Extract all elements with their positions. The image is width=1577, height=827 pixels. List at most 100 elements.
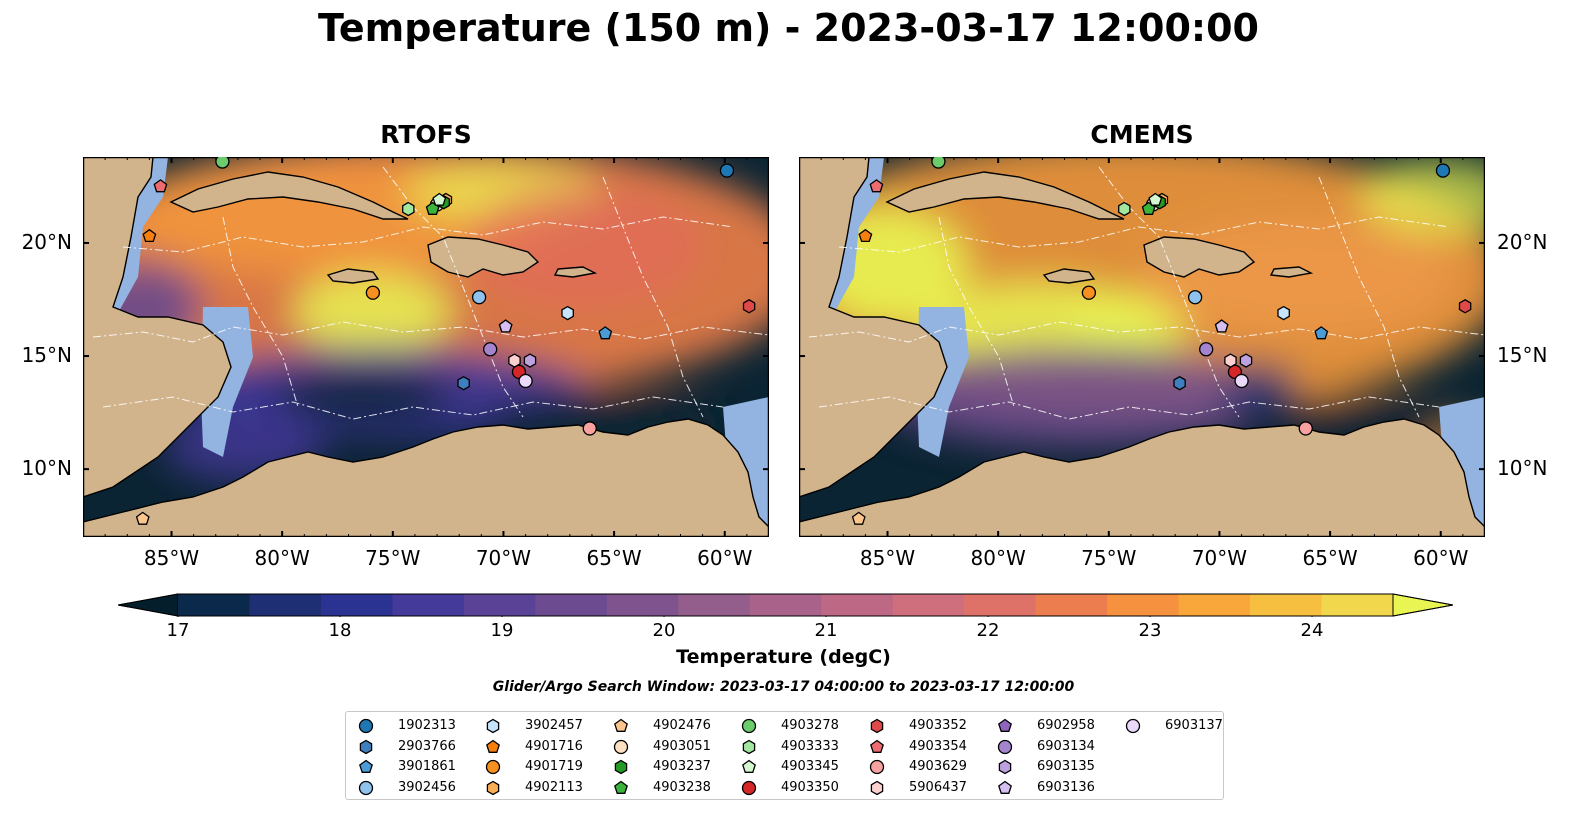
cmems-map <box>799 157 1485 537</box>
colorbar <box>118 593 1453 617</box>
legend-marker-circle <box>485 759 501 775</box>
float-marker-4903333 <box>402 201 415 217</box>
float-marker-4902476 <box>135 511 150 525</box>
float-marker-6903136 <box>1214 319 1229 333</box>
float-marker-4901719 <box>1081 285 1097 300</box>
legend-marker-hexagon <box>870 718 884 734</box>
land-0 <box>83 157 232 498</box>
lat-tick-label: 15°N <box>1497 343 1548 368</box>
colorbar-segment <box>678 594 751 616</box>
colorbar-segment <box>892 594 965 616</box>
land-1 <box>799 418 1485 537</box>
legend-label: 6903135 <box>1037 759 1095 774</box>
colorbar-segment <box>320 594 394 616</box>
boundary-line <box>938 216 1015 408</box>
colorbar-tick-label: 19 <box>490 620 514 641</box>
lat-tick-label: 20°N <box>21 229 72 254</box>
float-marker-6903135 <box>523 353 537 368</box>
legend-label: 4903278 <box>781 718 839 733</box>
float-marker-3902457 <box>1277 305 1290 321</box>
boundary-line <box>818 396 1440 420</box>
legend-label: 4901716 <box>525 738 583 754</box>
float-marker-4903345 <box>432 192 447 206</box>
panel-title-rtofs: RTOFS <box>380 120 472 149</box>
legend-marker-pentagon <box>614 718 628 732</box>
colorbar-segment <box>1250 594 1323 616</box>
legend-label: 3901861 <box>398 759 456 774</box>
legend-label: 6902958 <box>1037 718 1095 733</box>
legend-label: 2903766 <box>398 738 456 754</box>
boundary-line <box>602 176 704 418</box>
legend-marker-circle <box>741 780 757 795</box>
legend-label: 4903238 <box>653 779 711 795</box>
legend-marker-circle <box>1125 718 1141 734</box>
legend-label: 4902113 <box>525 779 583 795</box>
colorbar-segment <box>392 594 465 616</box>
float-marker-2903766 <box>457 375 470 391</box>
legend-marker-hexagon <box>614 759 628 775</box>
float-marker-3902456 <box>471 290 487 305</box>
colorbar-segment <box>1321 594 1394 616</box>
legend-marker-pentagon <box>998 718 1012 732</box>
search-window-caption: Glider/Argo Search Window: 2023-03-17 04… <box>492 679 1075 695</box>
land-2 <box>169 171 409 220</box>
lon-tick-label: 80°W <box>970 546 1026 570</box>
float-marker-4903629 <box>582 421 597 436</box>
float-marker-4901716 <box>858 228 873 243</box>
lon-tick-label: 60°W <box>1413 546 1469 570</box>
lat-tick-label: 10°N <box>21 456 72 481</box>
boundary-line <box>808 321 1485 343</box>
float-marker-6903136 <box>498 319 513 333</box>
float-marker-3902456 <box>1187 290 1203 305</box>
land-5 <box>553 266 598 278</box>
float-marker-6903137 <box>1234 373 1249 389</box>
lon-tick-label: 65°W <box>586 546 642 570</box>
legend-marker-circle <box>613 739 629 754</box>
lon-tick-label: 75°W <box>365 546 421 570</box>
lat-tick-label: 10°N <box>1497 456 1548 481</box>
lat-tick-label: 15°N <box>21 343 72 368</box>
colorbar-tick-label: 21 <box>814 620 838 641</box>
colorbar-tick-label: 17 <box>166 620 190 641</box>
float-marker-4903278 <box>931 157 946 169</box>
float-marker-4902476 <box>851 511 866 525</box>
legend-label: 3902456 <box>398 779 456 795</box>
colorbar-segment <box>1178 594 1251 616</box>
legend-label: 6903137 <box>1165 718 1223 733</box>
float-legend: 1902313 2903766 3901861 3902456 3902457 49017… <box>345 711 1224 800</box>
float-marker-6903134 <box>1199 342 1214 357</box>
colorbar-extend-max <box>1392 593 1453 617</box>
colorbar-tick-label: 20 <box>652 620 676 641</box>
legend-marker-hexagon <box>486 780 500 795</box>
float-marker-6903137 <box>518 373 533 389</box>
colorbar-extend-min <box>118 593 179 617</box>
land-2 <box>885 171 1125 220</box>
lon-tick-label: 70°W <box>1191 546 1248 570</box>
float-marker-3902457 <box>561 305 574 321</box>
float-marker-5906437 <box>1224 353 1237 368</box>
float-marker-1902313 <box>719 163 735 178</box>
float-marker-4903629 <box>1298 421 1313 436</box>
main-title: Temperature (150 m) - 2023-03-17 12:00:0… <box>317 6 1259 50</box>
float-marker-4903352 <box>742 299 756 314</box>
float-marker-4903278 <box>215 157 230 169</box>
float-marker-4903352 <box>1458 299 1472 314</box>
legend-label: 3902457 <box>525 718 583 733</box>
legend-label: 4903629 <box>909 759 967 774</box>
legend-marker-circle <box>997 739 1013 754</box>
colorbar-segment <box>1107 594 1180 616</box>
colorbar-tick-label: 23 <box>1138 620 1162 641</box>
legend-marker-hexagon <box>359 739 373 754</box>
lon-tick-label: 65°W <box>1302 546 1358 570</box>
colorbar-segment <box>964 594 1037 616</box>
legend-label: 4903354 <box>909 738 967 754</box>
legend-label: 6903136 <box>1037 779 1095 795</box>
lon-tick-label: 85°W <box>859 546 916 570</box>
legend-label: 6903134 <box>1037 738 1095 754</box>
land-4 <box>326 268 380 284</box>
float-marker-4901716 <box>142 228 157 243</box>
float-marker-4903354 <box>153 179 168 193</box>
legend-marker-pentagon <box>998 780 1012 794</box>
legend-marker-pentagon <box>359 759 373 773</box>
colorbar-segment <box>749 594 822 616</box>
